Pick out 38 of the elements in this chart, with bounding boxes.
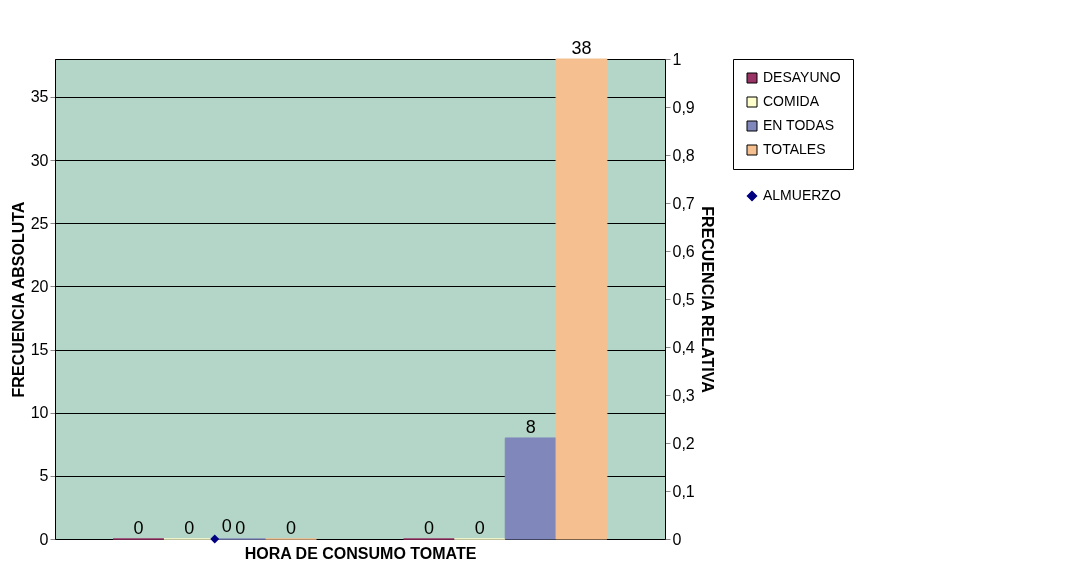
data-label: 0 — [286, 518, 297, 538]
y2-tick-label: 0,5 — [672, 290, 695, 308]
y2-tick-label: 0,4 — [672, 338, 695, 356]
y2-tick-label: 1 — [672, 50, 682, 68]
y2-axis-title: FRECUENCIA RELATIVA — [698, 206, 716, 394]
bar — [555, 58, 608, 540]
y-tick-label: 35 — [30, 88, 49, 106]
y2-tick-label: 0 — [672, 530, 682, 548]
data-label: 0 — [423, 518, 434, 538]
y2-tick-label: 0,2 — [672, 434, 695, 452]
y-tick-label: 5 — [39, 467, 49, 485]
x-axis-title: HORA DE CONSUMO TOMATE — [244, 544, 477, 562]
legend-label: DESAYUNO — [763, 69, 841, 85]
y-tick-label: 10 — [30, 404, 49, 422]
data-label: 8 — [525, 416, 536, 437]
data-label: 0 — [133, 518, 144, 538]
y2-tick-label: 0,1 — [672, 482, 695, 500]
y-tick-label: 15 — [30, 341, 49, 359]
y-tick-label: 25 — [30, 214, 49, 232]
data-label: 0 — [235, 518, 246, 538]
y2-tick-label: 0,3 — [672, 386, 695, 404]
data-label: 38 — [571, 38, 592, 58]
y-axis-title: FRECUENCIA ABSOLUTA — [9, 201, 27, 398]
y-tick-label: 30 — [30, 151, 49, 169]
data-label: 0 — [221, 516, 232, 536]
legend-label: COMIDA — [763, 93, 820, 109]
y2-tick-label: 0,9 — [672, 98, 695, 116]
legend-label: ALMUERZO — [763, 187, 841, 203]
bar — [504, 437, 557, 540]
legend-label: TOTALES — [763, 141, 826, 157]
y2-tick-label: 0,7 — [672, 194, 695, 212]
y-tick-label: 20 — [30, 277, 49, 295]
data-label: 0 — [474, 518, 485, 538]
legend-label: EN TODAS — [763, 117, 835, 133]
y2-tick-label: 0,6 — [672, 242, 695, 260]
y-tick-label: 0 — [39, 530, 49, 548]
y2-tick-label: 0,8 — [672, 146, 695, 164]
data-label: 0 — [184, 518, 195, 538]
